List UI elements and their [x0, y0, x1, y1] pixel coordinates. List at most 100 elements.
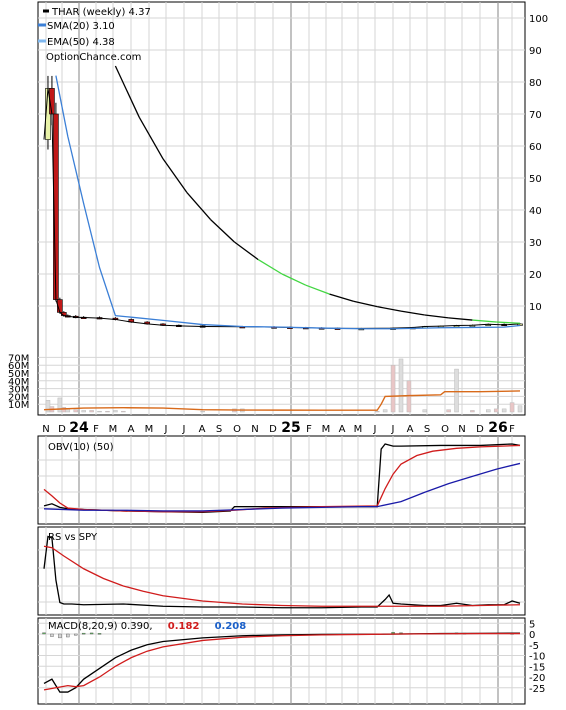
x-tick-label: 25 — [281, 420, 300, 436]
volume-bar — [501, 408, 507, 413]
legend-ema50: EMA(50) 4.38 — [47, 37, 115, 48]
ema50-segment — [496, 321, 521, 324]
macd-y-tick: -20 — [529, 673, 545, 684]
volume-y-tick: 70M — [8, 353, 29, 364]
axis-layer: N D 24 F M A M J J A S O N D 25 F M A M J J A S O N D 26 F100908070… — [8, 14, 548, 695]
volume-bar — [509, 402, 515, 413]
legend-macd: MACD(8,20,9) 0.390, 0.182 0.208 — [48, 621, 246, 632]
rs-series-line — [43, 545, 521, 607]
macd-hist-bar — [50, 633, 54, 637]
ema50-segment — [329, 293, 354, 302]
volume-y-tick: 20M — [8, 392, 29, 403]
x-tick-label: 24 — [69, 420, 89, 436]
volume-bar — [406, 380, 412, 413]
legend-sma20: SMA(20) 3.10 — [47, 21, 115, 32]
x-tick-label: S — [424, 424, 430, 435]
x-tick-label: M — [322, 424, 331, 435]
volume-bar — [81, 410, 86, 413]
macd-y-tick: 5 — [529, 619, 535, 630]
x-tick-label: A — [128, 424, 135, 435]
ema50-segment — [448, 317, 473, 321]
volume-bar — [486, 409, 491, 413]
volume-bar — [113, 410, 118, 413]
x-tick-label: D — [269, 424, 277, 435]
volume-bar — [89, 410, 94, 413]
price-y-tick: 40 — [529, 206, 542, 217]
x-tick-label: D — [476, 424, 484, 435]
volume-bar — [73, 409, 78, 413]
macd-series-line — [43, 632, 520, 691]
obv-series-line — [43, 444, 521, 513]
legend-macd-label: MACD(8,20,9) 0.390, — [48, 621, 153, 632]
macd-hist-bar — [58, 633, 62, 639]
x-tick-label: J — [373, 424, 377, 435]
rs-panel-frame — [37, 526, 526, 616]
grid-layer — [38, 2, 525, 704]
volume-bar — [97, 410, 102, 413]
ema50-segment — [234, 241, 259, 261]
x-tick-label: M — [109, 424, 118, 435]
macd-hist-bar — [66, 633, 70, 638]
volume-bar — [446, 409, 451, 413]
price-y-tick: 10 — [529, 302, 542, 313]
volume-bar — [61, 407, 67, 413]
volume-layer — [42, 358, 523, 639]
x-tick-label: A — [199, 424, 206, 435]
volume-bar — [105, 410, 110, 413]
price-y-tick: 90 — [529, 46, 542, 57]
price-line — [43, 88, 521, 329]
x-tick-label: N — [42, 424, 49, 435]
macd-hist-bar — [89, 632, 94, 635]
x-tick-label: 26 — [488, 420, 507, 436]
price-y-tick: 60 — [529, 142, 542, 153]
x-tick-label: A — [339, 424, 346, 435]
volume-bar — [454, 368, 459, 413]
ema50-segment — [114, 65, 140, 118]
volume-ma-line — [43, 390, 521, 411]
ema50-segment — [162, 158, 188, 193]
ema50-segment — [377, 306, 402, 312]
x-tick-label: J — [182, 424, 186, 435]
volume-y-tick: 40M — [8, 377, 29, 388]
lines-layer — [43, 65, 521, 693]
x-tick-label: J — [391, 424, 395, 435]
macd-y-tick: 0 — [529, 630, 535, 641]
x-tick-label: S — [216, 424, 222, 435]
watermark: OptionChance.com — [46, 52, 141, 63]
price-panel-frame — [37, 1, 526, 416]
x-tick-label: D — [58, 424, 66, 435]
macd-y-tick: -10 — [529, 652, 545, 663]
macd-y-tick: -15 — [529, 662, 545, 673]
volume-y-tick: 10M — [8, 400, 29, 411]
x-tick-label: F — [93, 424, 99, 435]
volume-bar — [390, 364, 396, 413]
volume-bar — [517, 405, 523, 413]
obv-panel-frame — [37, 435, 526, 525]
macd-hist-bar — [81, 632, 86, 635]
macd-hist-bar — [97, 633, 102, 635]
legend-obv: OBV(10) (50) — [48, 442, 114, 453]
volume-bar — [45, 400, 51, 413]
ema50-segment — [472, 319, 497, 323]
volume-bar — [493, 408, 499, 413]
ema50-segment — [400, 310, 425, 316]
volume-bar — [374, 410, 380, 413]
volume-bar — [398, 358, 404, 413]
macd-y-tick: -5 — [529, 641, 539, 652]
ema50-segment — [210, 219, 235, 243]
ema50-segment — [281, 273, 307, 286]
legend-thar: THAR (weekly) 4.37 — [51, 7, 151, 18]
ema50-segment — [305, 284, 330, 295]
x-tick-label: J — [164, 424, 168, 435]
rs-series-line — [43, 535, 521, 609]
macd-panel-frame — [37, 617, 526, 705]
x-tick-label: N — [251, 424, 258, 435]
ema50-segment — [186, 191, 212, 221]
price-y-tick: 80 — [529, 78, 542, 89]
legend-macd-signal: 0.182 — [168, 621, 200, 632]
ema50-segment — [353, 300, 378, 308]
macd-y-tick: -25 — [529, 684, 545, 695]
x-tick-label: N — [458, 424, 465, 435]
